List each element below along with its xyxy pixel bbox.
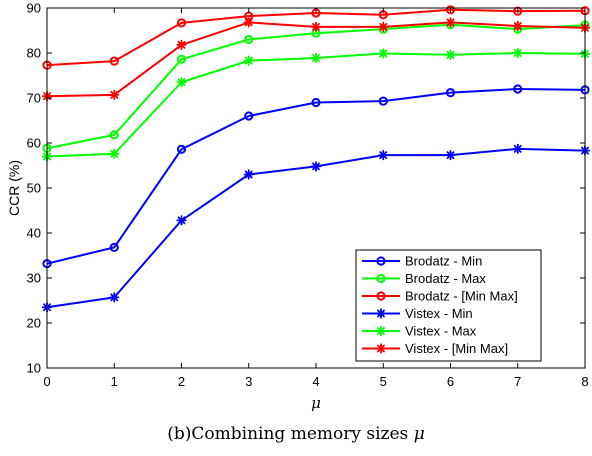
y-tick-label: 30 bbox=[27, 271, 41, 286]
data-point bbox=[109, 130, 119, 140]
x-axis-label: μ bbox=[311, 394, 321, 412]
legend-entry: Brodatz - [Min Max] bbox=[362, 289, 518, 304]
legend-marker bbox=[376, 291, 386, 301]
legend-label: Brodatz - Min bbox=[405, 254, 482, 269]
x-tick-label: 4 bbox=[312, 374, 319, 389]
data-point bbox=[445, 150, 456, 161]
data-point bbox=[445, 5, 456, 15]
legend-label: Vistex - [Min Max] bbox=[405, 341, 508, 356]
data-point bbox=[310, 21, 322, 33]
data-point bbox=[176, 144, 187, 154]
legend-label: Vistex - Max bbox=[405, 324, 477, 339]
y-tick-label: 20 bbox=[27, 316, 41, 331]
data-point bbox=[109, 56, 119, 66]
y-axis-label: CCR (%) bbox=[6, 160, 22, 216]
x-tick-label: 0 bbox=[43, 374, 50, 389]
data-point bbox=[378, 21, 389, 33]
data-point bbox=[243, 169, 254, 180]
data-point bbox=[311, 97, 321, 108]
series-line bbox=[46, 52, 586, 158]
data-point bbox=[512, 20, 523, 32]
data-point bbox=[512, 143, 523, 154]
data-point bbox=[244, 34, 254, 45]
x-tick-label: 3 bbox=[245, 374, 252, 389]
data-point bbox=[445, 49, 456, 60]
legend-box bbox=[355, 249, 542, 362]
series-0 bbox=[42, 84, 590, 269]
legend-label: Brodatz - Max bbox=[405, 271, 486, 286]
data-point bbox=[244, 111, 254, 121]
line-chart: 0 1 2 3 4 5 6 7 8 10 20 30 40 50 60 70 80 90 CCR (%) μ Br… bbox=[6, 1, 591, 412]
x-tick-label: 5 bbox=[380, 374, 387, 389]
legend-entry: Brodatz - Min bbox=[362, 254, 482, 269]
legend-label: Vistex - Min bbox=[405, 306, 473, 321]
series-4 bbox=[41, 47, 591, 162]
data-point bbox=[513, 84, 523, 94]
y-tick-label: 40 bbox=[27, 226, 41, 241]
legend-marker bbox=[375, 308, 387, 319]
caption-text: (b)Combining memory sizes bbox=[167, 424, 409, 444]
y-tick-label: 10 bbox=[27, 361, 41, 376]
series-line bbox=[46, 88, 586, 265]
data-point bbox=[243, 17, 254, 28]
data-point bbox=[445, 88, 456, 98]
y-tick-label: 70 bbox=[27, 91, 41, 106]
data-point bbox=[109, 242, 119, 252]
legend-entry: Brodatz - Max bbox=[362, 271, 486, 286]
data-point bbox=[512, 47, 523, 59]
data-point bbox=[176, 54, 187, 64]
y-tick-label: 80 bbox=[27, 46, 41, 61]
caption-symbol: μ bbox=[413, 424, 425, 444]
data-point bbox=[176, 18, 187, 28]
x-tick-label: 6 bbox=[447, 374, 454, 389]
data-point bbox=[109, 89, 120, 100]
y-tick-label: 90 bbox=[27, 1, 41, 16]
legend-label: Brodatz - [Min Max] bbox=[405, 289, 518, 304]
x-tick-label: 7 bbox=[514, 374, 521, 389]
legend-entry: Vistex - Min bbox=[362, 306, 473, 321]
legend-marker bbox=[375, 343, 387, 354]
data-point bbox=[176, 39, 187, 50]
data-point bbox=[378, 150, 389, 161]
data-point bbox=[445, 17, 456, 28]
data-point bbox=[378, 48, 389, 59]
x-tick-label: 8 bbox=[581, 374, 588, 389]
data-point bbox=[176, 215, 187, 226]
data-point bbox=[310, 161, 322, 172]
legend-marker bbox=[376, 256, 386, 266]
x-tick-label: 1 bbox=[111, 374, 118, 389]
legend-marker bbox=[375, 325, 387, 337]
data-point bbox=[109, 148, 120, 159]
legend-marker bbox=[376, 273, 386, 284]
data-point bbox=[378, 96, 388, 106]
y-tick-label: 50 bbox=[27, 181, 41, 196]
legend-entry: Vistex - [Min Max] bbox=[362, 341, 508, 356]
data-point bbox=[109, 292, 120, 303]
data-point bbox=[243, 55, 254, 66]
legend: Brodatz - Min Brodatz - Max Brodatz - [Min… bbox=[355, 249, 542, 362]
series-line bbox=[46, 23, 586, 150]
y-tick-label: 60 bbox=[27, 136, 41, 151]
data-point bbox=[310, 52, 322, 64]
ticks-layer: 0 1 2 3 4 5 6 7 8 10 20 30 40 50 60 70 80 90 bbox=[27, 1, 589, 390]
data-point bbox=[176, 77, 187, 88]
legend-entry: Vistex - Max bbox=[362, 324, 477, 339]
figure-caption: (b)Combining memory sizes μ bbox=[0, 424, 592, 444]
x-tick-label: 2 bbox=[178, 374, 185, 389]
